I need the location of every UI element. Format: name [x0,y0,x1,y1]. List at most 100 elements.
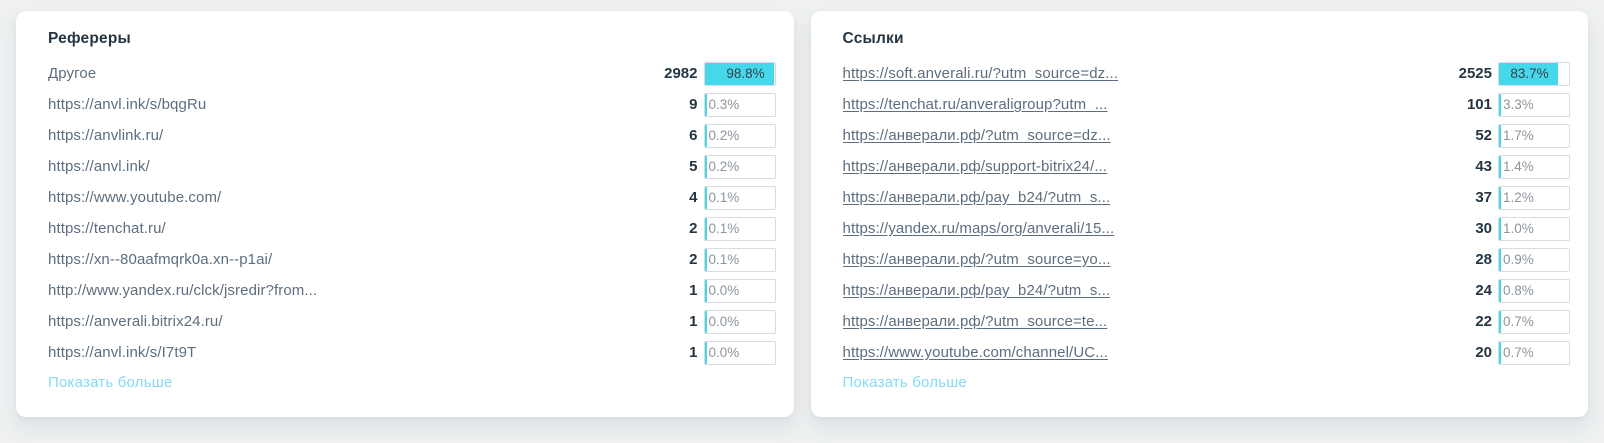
row-label[interactable]: https://анверали.рф/?utm_source=dz... [842,127,1111,144]
row-label[interactable]: https://анверали.рф/support-bitrix24/... [842,158,1108,175]
percent-bar: 0.8% [1498,278,1570,303]
row-count: 1 [689,313,698,330]
percent-bar-fill [1499,186,1501,209]
show-more-link[interactable]: Показать больше [48,374,173,391]
stat-row: https://anverali.bitrix24.ru/ 1 0.0% [32,306,776,337]
percent-value: 0.7% [1503,314,1534,329]
percent-bar: 0.2% [703,154,776,179]
stat-row: Другое 2982 98.8% [32,58,776,89]
row-label[interactable]: https://анверали.рф/pay_b24/?utm_s... [842,189,1111,206]
percent-value: 98.8% [726,66,765,81]
stat-row: https://anvl.ink/s/I7t9T 1 0.0% [32,337,776,368]
percent-bar: 0.1% [703,247,776,272]
percent-bar-fill [704,62,774,85]
percent-bar: 1.0% [1498,216,1570,241]
row-label: https://anvlink.ru/ [48,127,164,144]
stat-row: http://www.yandex.ru/clck/jsredir?from..… [32,275,776,306]
percent-value: 0.9% [1503,252,1534,267]
percent-value: 83.7% [1510,66,1549,81]
row-label[interactable]: https://tenchat.ru/anveraligroup?utm_... [842,96,1108,113]
percent-value: 1.7% [1503,128,1534,143]
stats-panels: Рефереры Другое 2982 98.8% https://anvl.… [16,11,1588,417]
stat-row: https://анверали.рф/?utm_source=yo... 28… [827,244,1570,275]
stat-row: https://www.youtube.com/channel/UC... 20… [827,337,1570,368]
row-count: 37 [1475,189,1492,206]
percent-value: 0.0% [708,314,740,329]
row-label: https://anvl.ink/s/bqgRu [48,96,207,113]
percent-value: 0.7% [1503,345,1534,360]
percent-bar: 0.0% [703,340,776,365]
percent-bar: 0.2% [703,123,776,148]
percent-bar: 1.7% [1498,123,1570,148]
row-count: 2 [689,251,698,268]
row-label[interactable]: https://анверали.рф/pay_b24/?utm_s... [842,282,1111,299]
stat-row: https://анверали.рф/pay_b24/?utm_s... 24… [827,275,1570,306]
percent-value: 0.8% [1503,283,1534,298]
row-label[interactable]: https://yandex.ru/maps/org/anverali/15..… [842,220,1115,237]
percent-bar-fill [1499,93,1502,116]
percent-bar-fill [704,217,707,240]
stat-row: https://анверали.рф/support-bitrix24/...… [827,151,1570,182]
row-label: https://anvl.ink/ [48,158,150,175]
percent-value: 0.2% [708,159,740,174]
row-count: 2982 [664,65,698,82]
referrers-panel: Рефереры Другое 2982 98.8% https://anvl.… [16,11,794,417]
links-panel: Ссылки https://soft.anverali.ru/?utm_sou… [810,11,1588,417]
referrers-panel-title: Рефереры [48,30,131,47]
row-count: 2525 [1458,65,1492,82]
row-label: https://www.youtube.com/ [48,189,222,206]
stat-row: https://tenchat.ru/ 2 0.1% [32,213,776,244]
percent-bar: 3.3% [1498,92,1570,117]
stat-row: https://tenchat.ru/anveraligroup?utm_...… [827,89,1570,120]
percent-bar-fill [1499,62,1558,85]
stat-row: https://anvl.ink/s/bqgRu 9 0.3% [32,89,776,120]
row-count: 1 [689,282,698,299]
links-row-list: https://soft.anverali.ru/?utm_source=dz.… [827,58,1570,368]
percent-bar-fill [704,124,707,147]
percent-bar-fill [704,155,707,178]
stat-row: https://anvlink.ru/ 6 0.2% [32,120,776,151]
percent-bar-fill [704,93,707,116]
row-count: 6 [689,127,698,144]
percent-value: 3.3% [1503,97,1534,112]
row-count: 22 [1475,313,1492,330]
percent-bar-fill [704,279,707,302]
percent-value: 0.1% [708,221,740,236]
row-label[interactable]: https://анверали.рф/?utm_source=yo... [842,251,1111,268]
percent-value: 1.2% [1503,190,1534,205]
percent-bar-fill [1499,341,1501,364]
percent-bar: 0.1% [703,216,776,241]
percent-bar: 0.9% [1498,247,1570,272]
row-label: https://anverali.bitrix24.ru/ [48,313,223,330]
row-count: 28 [1475,251,1492,268]
row-label: https://xn--80aafmqrk0a.xn--p1ai/ [48,251,273,268]
row-count: 9 [689,96,698,113]
show-more-link[interactable]: Показать больше [842,374,967,391]
row-count: 30 [1475,220,1492,237]
row-count: 52 [1475,127,1492,144]
percent-bar: 0.7% [1498,309,1570,334]
percent-bar-fill [704,310,707,333]
stat-row: https://anvl.ink/ 5 0.2% [32,151,776,182]
row-count: 24 [1475,282,1492,299]
row-count: 20 [1475,344,1492,361]
stat-row: https://анверали.рф/pay_b24/?utm_s... 37… [827,182,1570,213]
row-count: 1 [689,344,698,361]
percent-bar-fill [704,186,707,209]
percent-bar-fill [1499,279,1501,302]
row-label[interactable]: https://soft.anverali.ru/?utm_source=dz.… [842,65,1119,82]
stat-row: https://анверали.рф/?utm_source=te... 22… [827,306,1570,337]
row-label[interactable]: https://www.youtube.com/channel/UC... [842,344,1108,361]
percent-bar: 0.0% [703,278,776,303]
percent-bar-fill [1499,155,1501,178]
percent-bar: 1.2% [1498,185,1570,210]
row-count: 5 [689,158,698,175]
row-label: Другое [48,65,97,82]
percent-bar-fill [704,341,707,364]
percent-bar-fill [1499,217,1501,240]
row-label[interactable]: https://анверали.рф/?utm_source=te... [842,313,1108,330]
percent-value: 1.0% [1503,221,1534,236]
percent-value: 0.3% [708,97,740,112]
stat-row: https://soft.anverali.ru/?utm_source=dz.… [827,58,1570,89]
links-panel-title: Ссылки [842,30,904,47]
